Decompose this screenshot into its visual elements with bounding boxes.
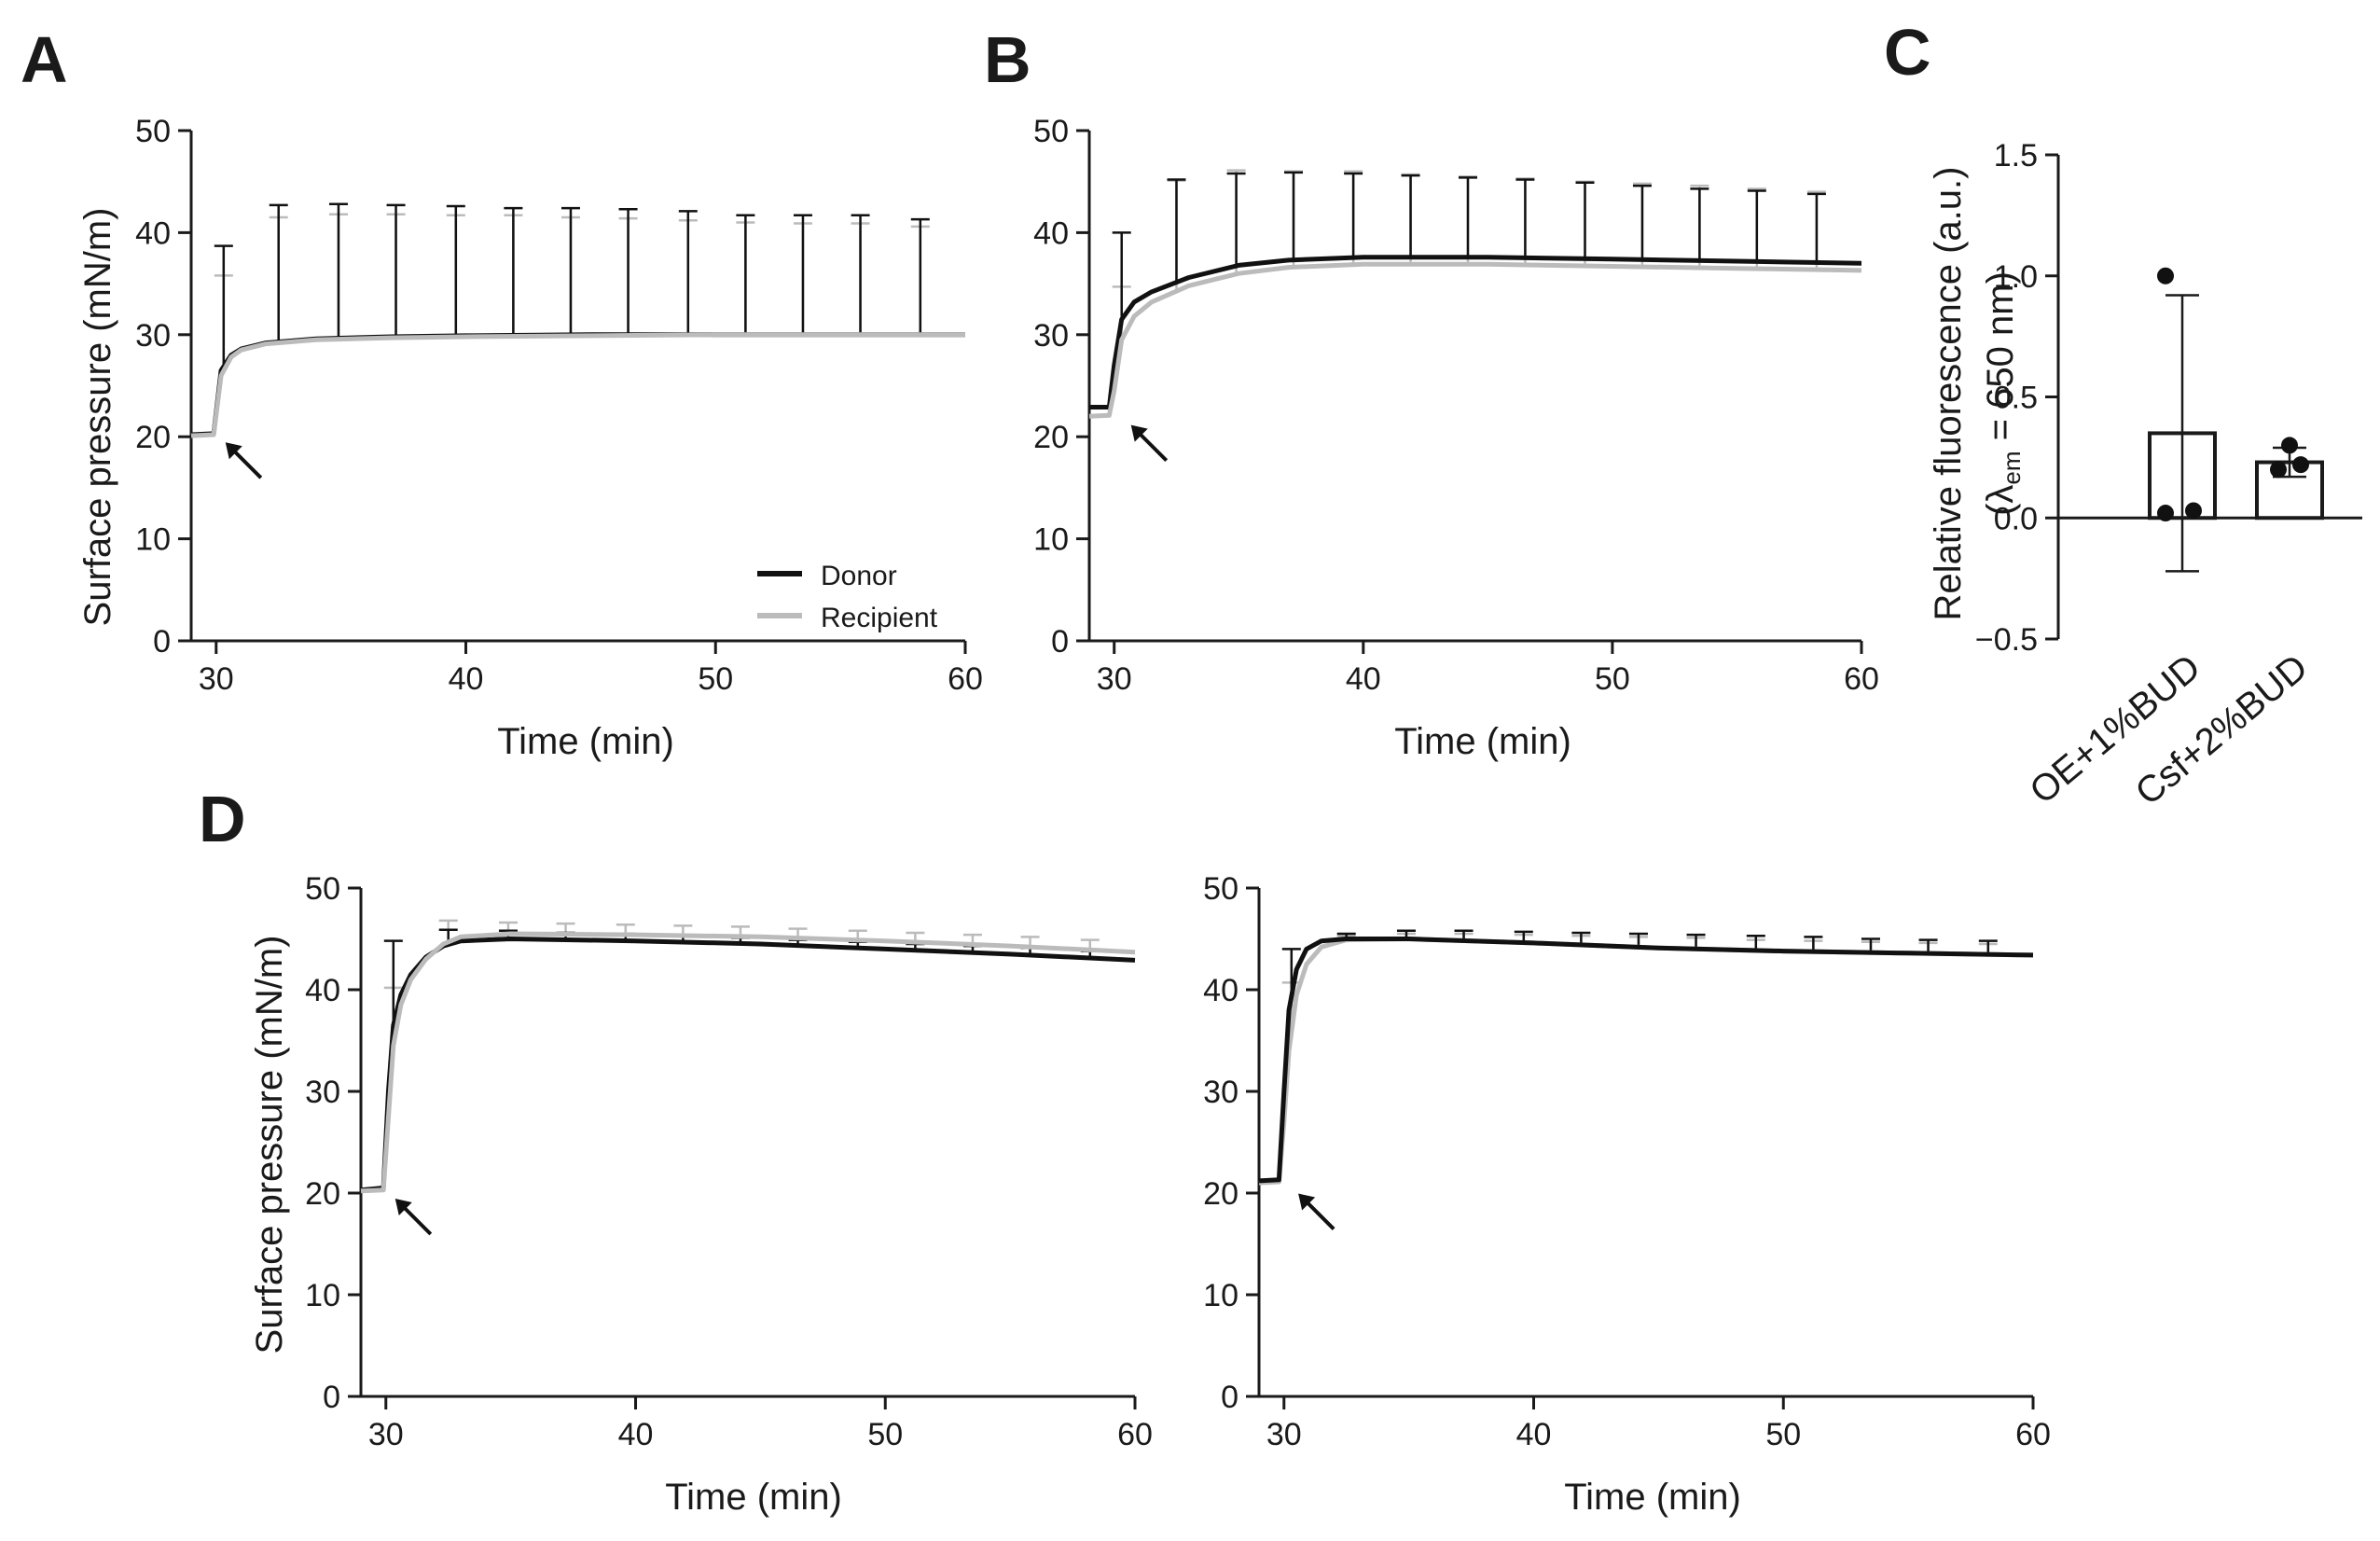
x-tick-label: 60 xyxy=(1117,1417,1153,1452)
x-tick-label: 30 xyxy=(1097,661,1132,697)
y-tick-label: 10 xyxy=(135,522,171,558)
y-tick-label: 50 xyxy=(305,871,340,907)
y-tick-label: 50 xyxy=(135,114,171,149)
data-point xyxy=(2270,461,2287,479)
y-tick-label: 0.0 xyxy=(1994,501,2038,536)
panel-a-xlabel: Time (min) xyxy=(497,721,674,762)
y-tick-label: 30 xyxy=(305,1075,340,1110)
series-line-recipient xyxy=(1258,937,2034,1186)
series-line-recipient xyxy=(190,332,965,438)
x-tick-label: 50 xyxy=(1595,661,1630,697)
y-tick-label: 20 xyxy=(1203,1176,1238,1212)
y-tick-label: 20 xyxy=(135,420,171,455)
data-point xyxy=(2292,456,2309,474)
panel-d-right-xlabel: Time (min) xyxy=(1564,1477,1741,1518)
panel-b-xlabel: Time (min) xyxy=(1394,721,1571,762)
x-tick-label: 50 xyxy=(867,1417,903,1452)
panel-d-left-xlabel: Time (min) xyxy=(665,1477,842,1518)
panel-c-ylabel-rest: = 650 nm) xyxy=(1980,271,2021,451)
x-tick-label: 30 xyxy=(199,661,234,697)
data-point xyxy=(2281,437,2298,454)
arrow-head xyxy=(394,1199,412,1215)
y-tick-label: 1.0 xyxy=(1994,259,2038,295)
legend-recipient-label: Recipient xyxy=(821,603,938,633)
x-tick-label: 40 xyxy=(1516,1417,1552,1452)
y-tick-label: 30 xyxy=(135,318,171,354)
panel-a-ylabel: Surface pressure (mN/m) xyxy=(77,208,118,627)
panel-label-d: D xyxy=(199,783,246,855)
y-tick-label: 0 xyxy=(1221,1380,1238,1415)
series-line-recipient xyxy=(1088,261,1862,419)
panel-a-chart: Time (min) Surface pressure (mN/m) Donor… xyxy=(77,114,983,762)
panel-c-ylabel-line2: (λem = 650 nm) xyxy=(1980,271,2026,516)
y-tick-label: 40 xyxy=(1033,215,1069,251)
x-tick-label: 40 xyxy=(449,661,484,697)
y-tick-label: 10 xyxy=(305,1278,340,1313)
panel-d-left-ylabel: Surface pressure (mN/m) xyxy=(249,936,290,1354)
data-point xyxy=(2185,502,2202,520)
y-tick-label: 30 xyxy=(1203,1075,1238,1110)
series-line-donor xyxy=(190,332,965,437)
x-tick-label: 50 xyxy=(698,661,733,697)
y-tick-label: 1.5 xyxy=(1994,138,2038,174)
y-tick-label: 10 xyxy=(1203,1278,1238,1313)
x-tick-label: 40 xyxy=(1346,661,1381,697)
series-line-donor xyxy=(1258,937,2034,1184)
arrow-head xyxy=(225,442,242,460)
y-tick-label: −0.5 xyxy=(1975,622,2038,658)
x-tick-label: 60 xyxy=(1844,661,1879,697)
data-point xyxy=(2157,505,2174,522)
arrow-head xyxy=(1298,1193,1316,1211)
panel-label-a: A xyxy=(21,23,68,96)
x-tick-label: 60 xyxy=(948,661,983,697)
x-tick-label: 60 xyxy=(2015,1417,2051,1452)
y-tick-label: 40 xyxy=(305,973,340,1008)
panel-c-ylabel-lambda: (λ xyxy=(1980,485,2021,516)
y-tick-label: 0.5 xyxy=(1994,381,2038,416)
panel-c-ylabel-line1: Relative fluorescence (a.u.) xyxy=(1928,167,1969,621)
panel-c-chart: Relative fluorescence (a.u.) (λem = 650 … xyxy=(1928,138,2362,813)
y-tick-label: 40 xyxy=(1203,973,1238,1008)
panel-d-left-chart: Time (min) Surface pressure (mN/m) 0 10 20… xyxy=(249,871,1153,1518)
panel-b-chart: Time (min) 0 10 20 30 40 50 30 40 50 60 xyxy=(1033,114,1879,762)
y-tick-label: 30 xyxy=(1033,318,1069,354)
panel-d-right-chart: Time (min) 0 10 20 30 40 50 30 40 50 60 xyxy=(1203,871,2051,1518)
y-tick-label: 50 xyxy=(1203,871,1238,907)
x-tick-label: 30 xyxy=(368,1417,404,1452)
x-tick-label: 30 xyxy=(1266,1417,1302,1452)
x-tick-label: 40 xyxy=(618,1417,654,1452)
y-tick-label: 0 xyxy=(153,624,171,659)
data-point xyxy=(2157,267,2174,285)
x-tick-label: 50 xyxy=(1765,1417,1801,1452)
y-tick-label: 20 xyxy=(1033,420,1069,455)
series-line-recipient xyxy=(360,931,1136,1194)
panel-label-b: B xyxy=(984,23,1031,96)
legend-donor-label: Donor xyxy=(821,561,897,591)
y-tick-label: 0 xyxy=(323,1380,340,1415)
panel-label-c: C xyxy=(1884,16,1931,89)
y-tick-label: 0 xyxy=(1051,624,1069,659)
series-line-donor xyxy=(1089,255,1862,410)
arrow-head xyxy=(1130,424,1148,442)
y-tick-label: 40 xyxy=(135,215,171,251)
panel-c-ylabel-sub: em xyxy=(1998,451,2026,484)
y-tick-label: 50 xyxy=(1033,114,1069,149)
series-line-donor xyxy=(360,937,1136,1193)
y-tick-label: 20 xyxy=(305,1176,340,1212)
y-tick-label: 10 xyxy=(1033,522,1069,558)
